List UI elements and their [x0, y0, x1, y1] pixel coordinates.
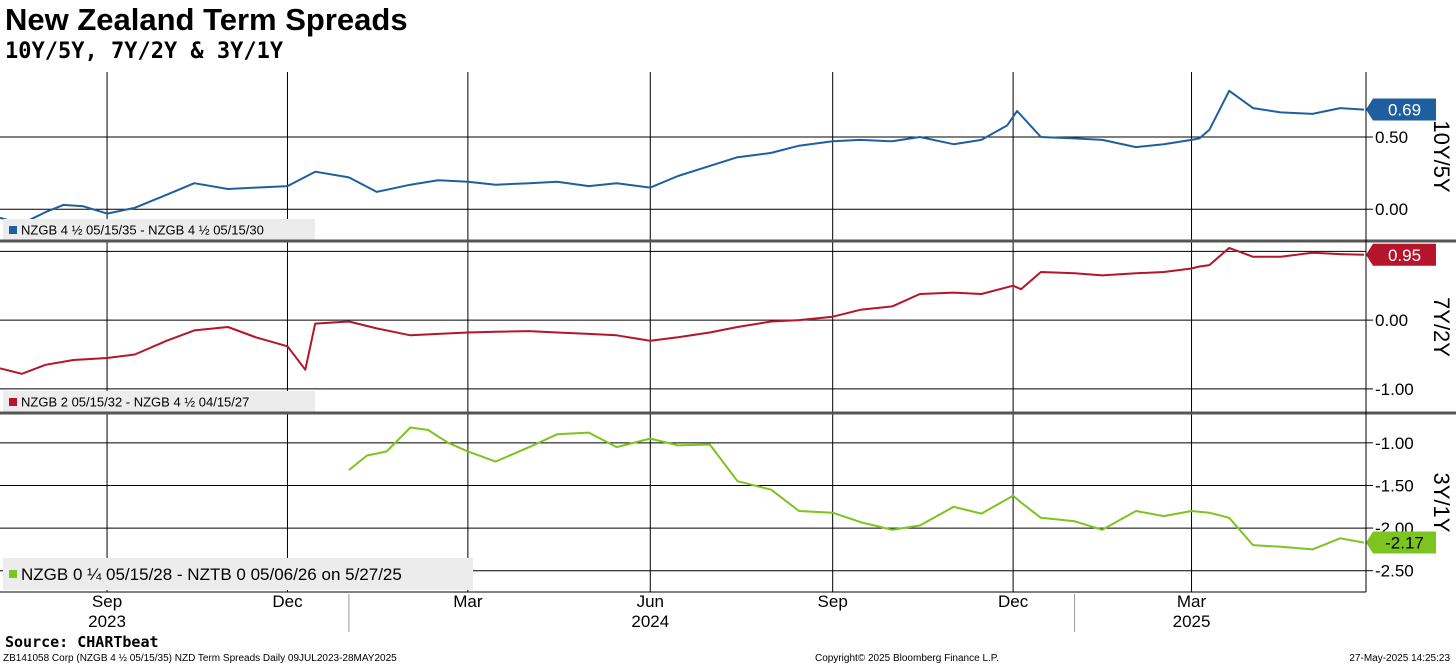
last-value-label: -2.17: [1385, 534, 1424, 553]
series-line: [0, 89, 1365, 225]
series-line: [348, 426, 1365, 551]
last-value-tag: [1366, 243, 1436, 266]
y-tick-label: -1.00: [1375, 380, 1414, 399]
footer-copyright: Copyright© 2025 Bloomberg Finance L.P.: [815, 653, 999, 664]
footer-timestamp: 27-May-2025 14:25:23: [1349, 653, 1450, 664]
source-note: Source: CHARTbeat: [5, 633, 159, 651]
legend-swatch: [9, 226, 17, 234]
y-axis-label: 10Y/5Y: [1429, 120, 1454, 192]
legend-label: NZGB 4 ½ 05/15/35 - NZGB 4 ½ 05/15/30: [21, 223, 264, 238]
x-year-label: 2024: [631, 612, 669, 631]
legend-box: [3, 391, 315, 413]
legend-swatch: [9, 398, 17, 406]
legend-swatch: [9, 570, 17, 578]
series-line: [0, 246, 1365, 375]
x-tick-label: Dec: [998, 592, 1029, 611]
y-tick-label: 0.00: [1375, 200, 1408, 219]
y-tick-label: -1.50: [1375, 476, 1414, 495]
x-tick-label: Jun: [637, 592, 664, 611]
x-year-label: 2025: [1173, 612, 1211, 631]
x-tick-label: Mar: [453, 592, 483, 611]
y-tick-label: -2.50: [1375, 562, 1414, 581]
x-tick-label: Dec: [272, 592, 303, 611]
x-year-label: 2023: [88, 612, 126, 631]
x-tick-label: Sep: [818, 592, 848, 611]
footer-ticker-info: ZB141058 Corp (NZGB 4 ½ 05/15/35) NZD Te…: [3, 653, 397, 664]
legend-label: NZGB 0 ¼ 05/15/28 - NZTB 0 05/06/26 on 5…: [21, 565, 402, 584]
y-tick-label: 0.00: [1375, 311, 1408, 330]
legend-box: [3, 558, 473, 590]
legend-label: NZGB 2 05/15/32 - NZGB 4 ½ 04/15/27: [21, 395, 249, 410]
chart-title: New Zealand Term Spreads: [5, 2, 408, 37]
y-tick-label: -1.00: [1375, 434, 1414, 453]
last-value-tag: [1366, 531, 1436, 554]
last-value-tag: [1366, 98, 1436, 121]
chart-subtitle: 10Y/5Y, 7Y/2Y & 3Y/1Y: [5, 39, 284, 64]
x-tick-label: Sep: [92, 592, 122, 611]
last-value-label: 0.95: [1388, 246, 1421, 265]
y-axis-label: 7Y/2Y: [1429, 297, 1454, 357]
legend-box: [3, 219, 315, 241]
y-axis-label: 3Y/1Y: [1429, 473, 1454, 533]
last-value-label: 0.69: [1388, 101, 1421, 120]
x-tick-label: Mar: [1177, 592, 1207, 611]
y-tick-label: 0.50: [1375, 128, 1408, 147]
